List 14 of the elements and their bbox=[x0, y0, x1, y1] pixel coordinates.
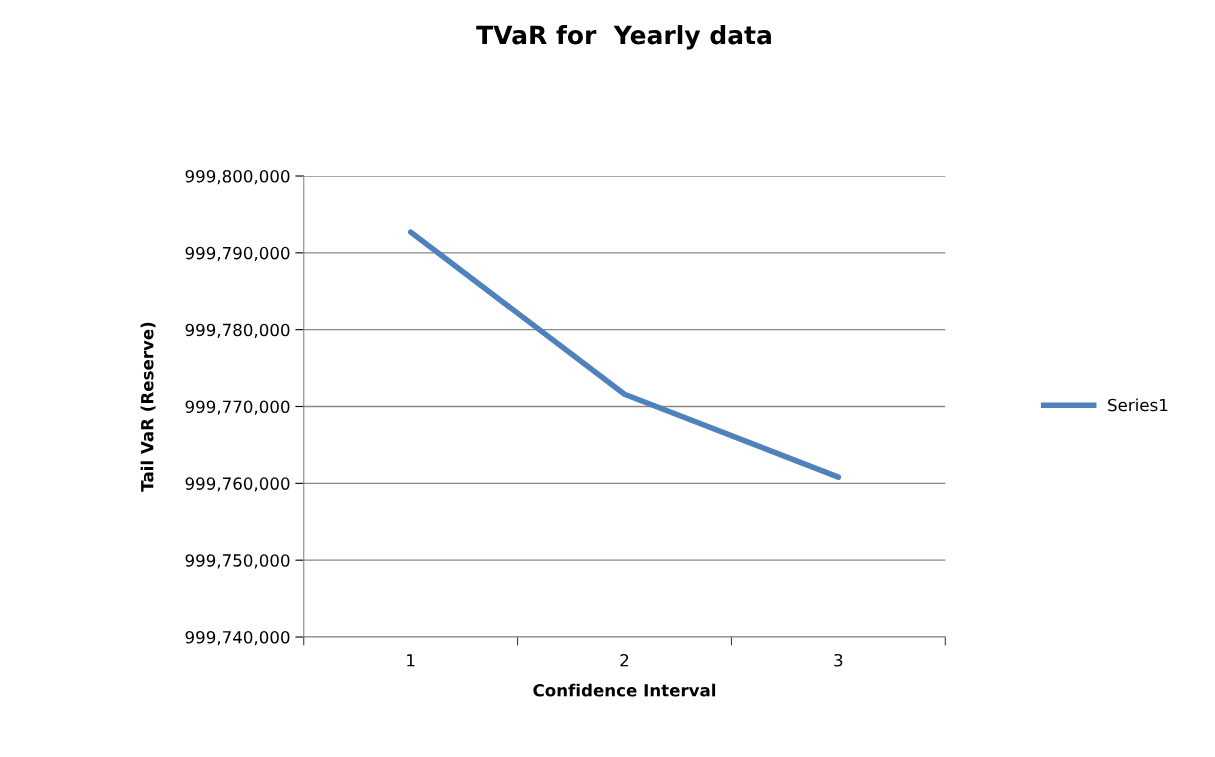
x-tick-label: 1 bbox=[407, 654, 415, 667]
x-axis-title: Confidence Interval bbox=[533, 683, 716, 697]
y-tick-label: 999,740,000 bbox=[185, 630, 290, 646]
y-tick-label: 999,790,000 bbox=[185, 246, 290, 262]
x-tick-label: 3 bbox=[834, 653, 843, 667]
y-tick-label: 999,800,000 bbox=[185, 169, 290, 185]
y-tick-label: 999,750,000 bbox=[185, 554, 290, 569]
legend-label: Series1 bbox=[1108, 398, 1168, 412]
chart-title: TVaR for Yearly data bbox=[476, 25, 771, 50]
y-axis-title: Tail VaR (Reserve) bbox=[140, 322, 156, 492]
y-tick-label: 999,770,000 bbox=[185, 400, 290, 415]
y-tick-label: 999,780,000 bbox=[185, 323, 290, 338]
y-tick-label: 999,760,000 bbox=[185, 477, 290, 492]
x-tick-label: 2 bbox=[620, 653, 629, 667]
